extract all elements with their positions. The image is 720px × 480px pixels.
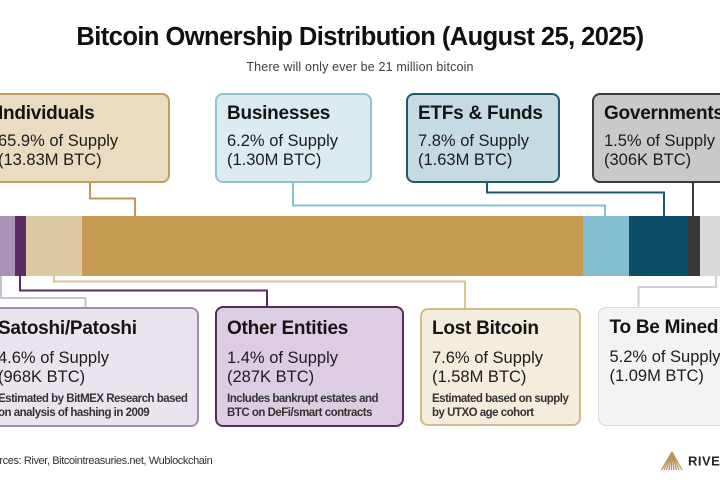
svg-text:RIVER: RIVER: [688, 454, 720, 469]
